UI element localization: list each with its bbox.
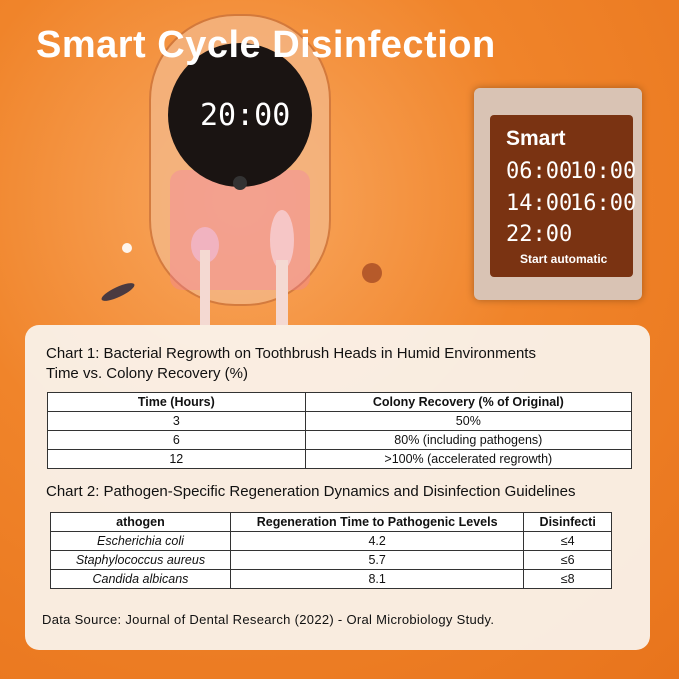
chart1-title: Chart 1: Bacterial Regrowth on Toothbrus… (46, 345, 536, 362)
chart1-subtitle: Time vs. Colony Recovery (%) (46, 365, 248, 382)
table: athogen Regeneration Time to Pathogenic L… (50, 512, 612, 589)
row: 12 >100% (accelerated regrowth) (47, 449, 633, 469)
cell: 6 (47, 430, 306, 450)
row: Escherichia coli 4.2 ≤4 (50, 531, 612, 551)
header-row: athogen Regeneration Time to Pathogenic L… (50, 512, 612, 532)
header-row: Time (Hours) Colony Recovery (% of Origin… (47, 392, 633, 412)
panel-caption: Start automatic (520, 252, 608, 266)
cell: 4.2 (229, 531, 525, 551)
info-card (25, 325, 650, 650)
cell: ≤6 (523, 550, 612, 570)
cell: Staphylococcus aureus (50, 550, 231, 570)
device-display: 20:00 (200, 98, 291, 133)
cell: 80% (including pathogens) (304, 430, 633, 450)
row: Candida albicans 8.1 ≤8 (50, 569, 612, 589)
time: 16:00 (570, 191, 637, 216)
cell: ≤4 (523, 531, 612, 551)
header-cell: Regeneration Time to Pathogenic Levels (229, 512, 525, 532)
cell: Candida albicans (50, 569, 231, 589)
cell: 3 (47, 411, 306, 431)
schedule-panel: Smart 06:00 10:00 14:00 16:00 22:00 Star… (490, 115, 637, 277)
time: 06:00 (506, 159, 573, 184)
row: 6 80% (including pathogens) (47, 430, 633, 450)
chart2-title: Chart 2: Pathogen-Specific Regeneration … (46, 483, 576, 500)
cell: ≤8 (523, 569, 612, 589)
cell: 5.7 (229, 550, 525, 570)
title: Smart Cycle Disinfection (36, 24, 496, 66)
cell: >100% (accelerated regrowth) (304, 449, 633, 469)
row: Staphylococcus aureus 5.7 ≤6 (50, 550, 612, 570)
cell: 8.1 (229, 569, 525, 589)
table: Time (Hours) Colony Recovery (% of Origin… (47, 392, 633, 469)
header-cell: Time (Hours) (47, 392, 306, 412)
time: 10:00 (570, 159, 637, 184)
header-cell: Disinfecti (523, 512, 612, 532)
source-note: Data Source: Journal of Dental Research … (42, 612, 495, 627)
header-cell: athogen (50, 512, 231, 532)
panel-title: Smart (506, 127, 566, 150)
time: 22:00 (506, 222, 573, 247)
time: 14:00 (506, 191, 573, 216)
header-cell: Colony Recovery (% of Original) (304, 392, 633, 412)
cell: 50% (304, 411, 633, 431)
row: 3 50% (47, 411, 633, 431)
cell: Escherichia coli (50, 531, 231, 551)
cell: 12 (47, 449, 306, 469)
